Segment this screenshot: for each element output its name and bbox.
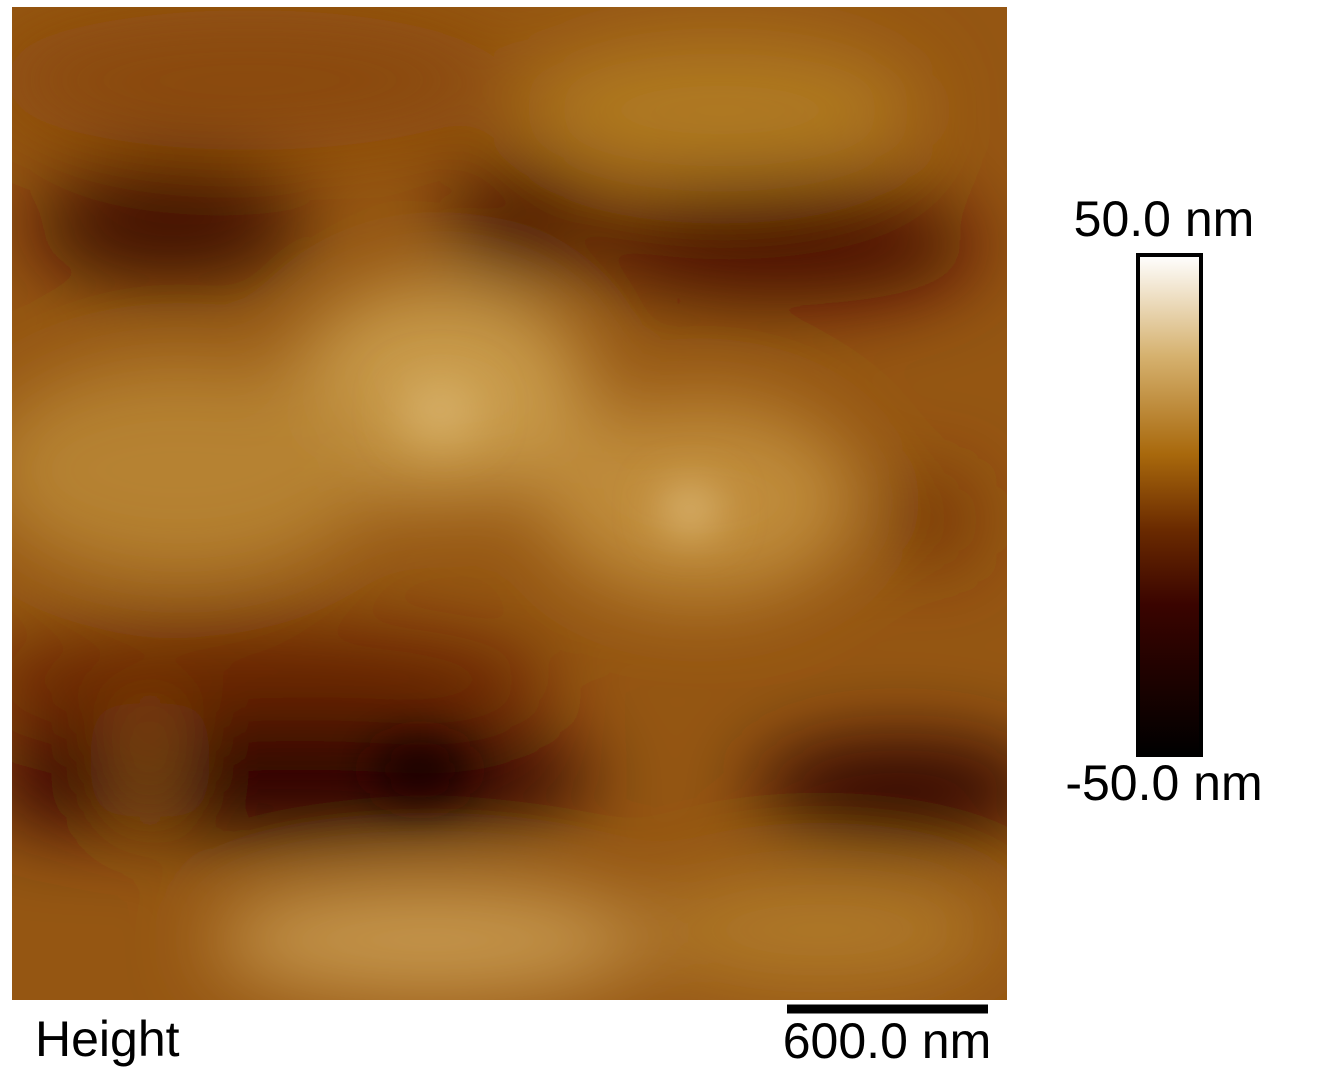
height-map	[12, 7, 1007, 1000]
height-map-highlights	[370, 380, 720, 800]
colorbar-min-label: -50.0 nm	[1065, 755, 1262, 811]
image-label: Height	[35, 1011, 180, 1067]
colorbar-max-label: 50.0 nm	[1074, 191, 1255, 247]
scale-bar-label: 600.0 nm	[783, 1013, 991, 1069]
colorbar	[1136, 253, 1203, 757]
height-map-texture	[12, 10, 1007, 995]
